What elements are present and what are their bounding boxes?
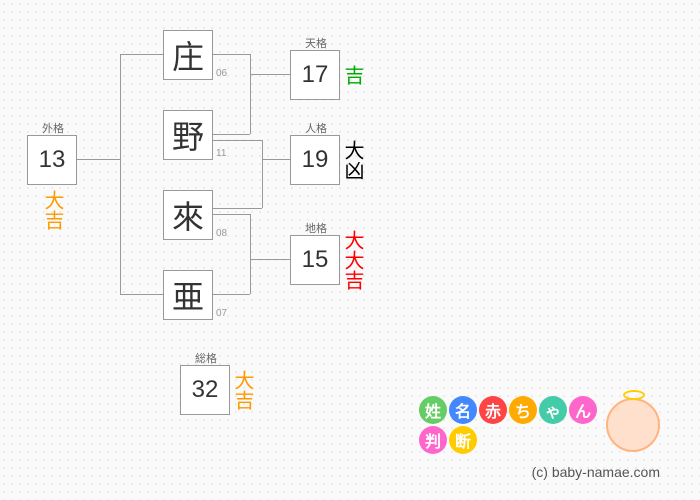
jinkaku-fortune: 大凶 <box>342 140 362 180</box>
chikaku-value: 15 <box>290 235 340 285</box>
line <box>212 134 250 135</box>
logo-char: ち <box>509 396 537 424</box>
line <box>250 259 290 260</box>
stroke-1: 06 <box>216 68 227 79</box>
gaikaku-label: 外格 <box>42 120 64 136</box>
line <box>120 54 121 294</box>
line <box>250 74 290 75</box>
logo-char: 赤 <box>479 396 507 424</box>
logo-char: 断 <box>449 426 477 454</box>
name-char-2: 野 <box>163 110 213 160</box>
line <box>262 140 263 208</box>
soukaku-fortune: 大吉 <box>232 370 252 410</box>
stroke-4: 07 <box>216 308 227 319</box>
name-char-1: 庄 <box>163 30 213 80</box>
logo: 姓 名 赤 ち ゃ ん 判 断 <box>418 395 660 455</box>
line <box>120 294 163 295</box>
jinkaku-value: 19 <box>290 135 340 185</box>
chikaku-fortune: 大大吉 <box>342 230 362 290</box>
line <box>250 54 251 134</box>
baby-icon <box>606 398 660 452</box>
line <box>212 294 250 295</box>
logo-char: 姓 <box>419 396 447 424</box>
copyright: (c) baby-namae.com <box>532 464 660 480</box>
line <box>212 54 250 55</box>
logo-char: 判 <box>419 426 447 454</box>
gaikaku-fortune: 大吉 <box>42 190 62 230</box>
line <box>120 54 163 55</box>
tenkaku-fortune: 吉 <box>342 65 362 85</box>
line <box>262 159 290 160</box>
name-char-4: 亜 <box>163 270 213 320</box>
jinkaku-label: 人格 <box>305 120 327 136</box>
line <box>212 140 262 141</box>
soukaku-value: 32 <box>180 365 230 415</box>
gaikaku-value: 13 <box>27 135 77 185</box>
stroke-2: 11 <box>216 148 226 159</box>
stroke-3: 08 <box>216 228 227 239</box>
chikaku-label: 地格 <box>305 220 327 236</box>
tenkaku-label: 天格 <box>305 35 327 51</box>
line <box>250 214 251 294</box>
line <box>212 214 250 215</box>
logo-char: ん <box>569 396 597 424</box>
logo-char: 名 <box>449 396 477 424</box>
name-char-3: 來 <box>163 190 213 240</box>
tenkaku-value: 17 <box>290 50 340 100</box>
line <box>76 159 120 160</box>
logo-char: ゃ <box>539 396 567 424</box>
soukaku-label: 総格 <box>195 350 217 366</box>
line <box>212 208 262 209</box>
